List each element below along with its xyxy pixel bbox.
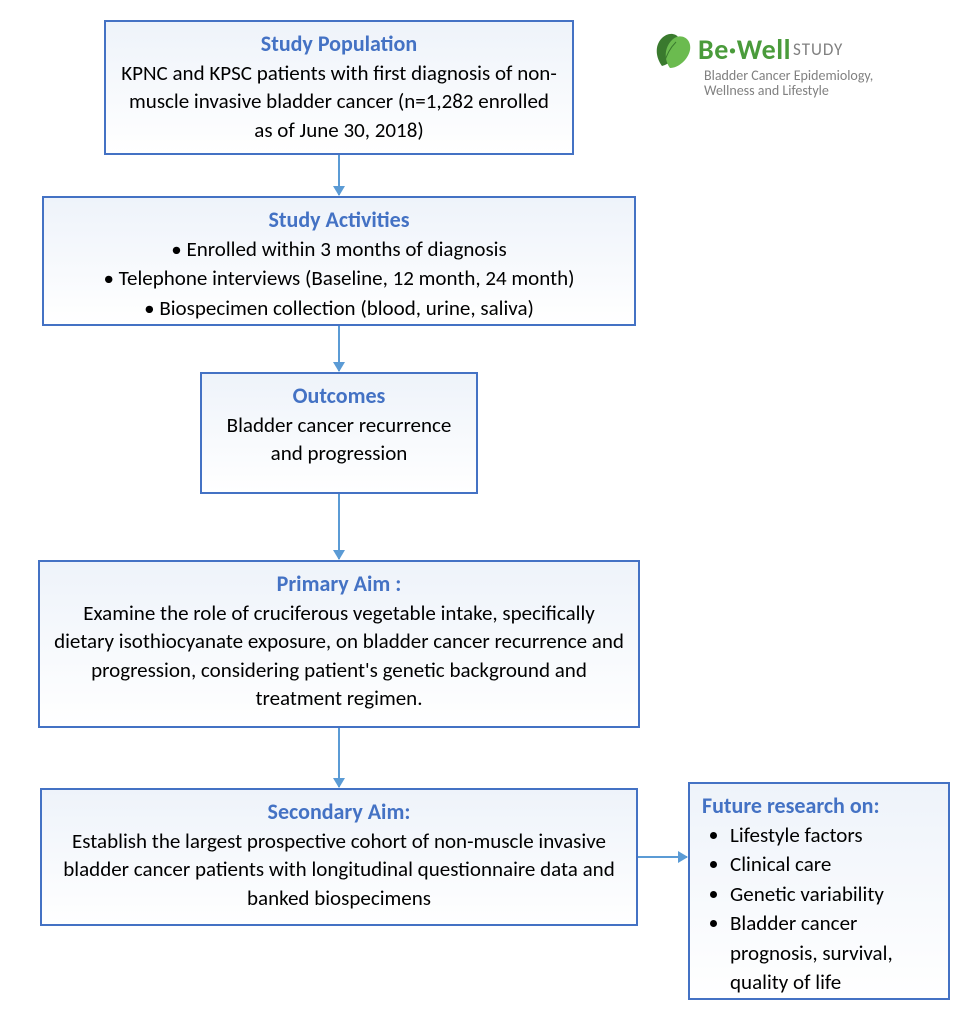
population-body: KPNC and KPSC patients with first diagno… <box>118 59 560 144</box>
outcomes-body: Bladder cancer recurrence and progressio… <box>214 411 464 468</box>
arrow-secondary-to-future <box>638 856 687 858</box>
future-item: Bladder cancer prognosis, survival, qual… <box>730 909 936 997</box>
logo-row: Be·Well STUDY <box>650 28 950 70</box>
logo-main-text: Be·Well <box>698 32 791 67</box>
logo-study-text: STUDY <box>793 39 843 60</box>
future-item: Lifestyle factors <box>730 821 936 850</box>
arrow-activities-to-outcomes <box>338 326 340 371</box>
future-list: Lifestyle factors Clinical care Genetic … <box>702 821 936 997</box>
leaf-icon <box>650 28 698 70</box>
box-study-activities: Study Activities Enrolled within 3 month… <box>42 196 636 326</box>
population-title: Study Population <box>118 30 560 57</box>
activities-list: Enrolled within 3 months of diagnosis Te… <box>56 235 622 323</box>
logo-subtitle-2: Wellness and Lifestyle <box>704 83 950 100</box>
secondary-title: Secondary Aim: <box>54 798 624 825</box>
box-study-population: Study Population KPNC and KPSC patients … <box>104 20 574 155</box>
future-title: Future research on: <box>702 792 936 819</box>
outcomes-title: Outcomes <box>214 382 464 409</box>
primary-body: Examine the role of cruciferous vegetabl… <box>52 599 626 712</box>
future-item: Genetic variability <box>730 880 936 909</box>
activities-title: Study Activities <box>56 206 622 233</box>
primary-title: Primary Aim : <box>52 570 626 597</box>
arrow-outcomes-to-primary <box>338 494 340 559</box>
box-primary-aim: Primary Aim : Examine the role of crucif… <box>38 560 640 728</box>
activities-item: Enrolled within 3 months of diagnosis <box>56 235 622 264</box>
box-outcomes: Outcomes Bladder cancer recurrence and p… <box>200 372 478 494</box>
activities-item: Telephone interviews (Baseline, 12 month… <box>56 264 622 293</box>
arrow-pop-to-activities <box>338 155 340 195</box>
activities-item: Biospecimen collection (blood, urine, sa… <box>56 294 622 323</box>
study-logo: Be·Well STUDY Bladder Cancer Epidemiolog… <box>650 28 950 100</box>
arrow-primary-to-secondary <box>338 728 340 787</box>
future-item: Clinical care <box>730 850 936 879</box>
box-secondary-aim: Secondary Aim: Establish the largest pro… <box>40 788 638 926</box>
box-future-research: Future research on: Lifestyle factors Cl… <box>688 782 950 1000</box>
secondary-body: Establish the largest prospective cohort… <box>54 827 624 912</box>
